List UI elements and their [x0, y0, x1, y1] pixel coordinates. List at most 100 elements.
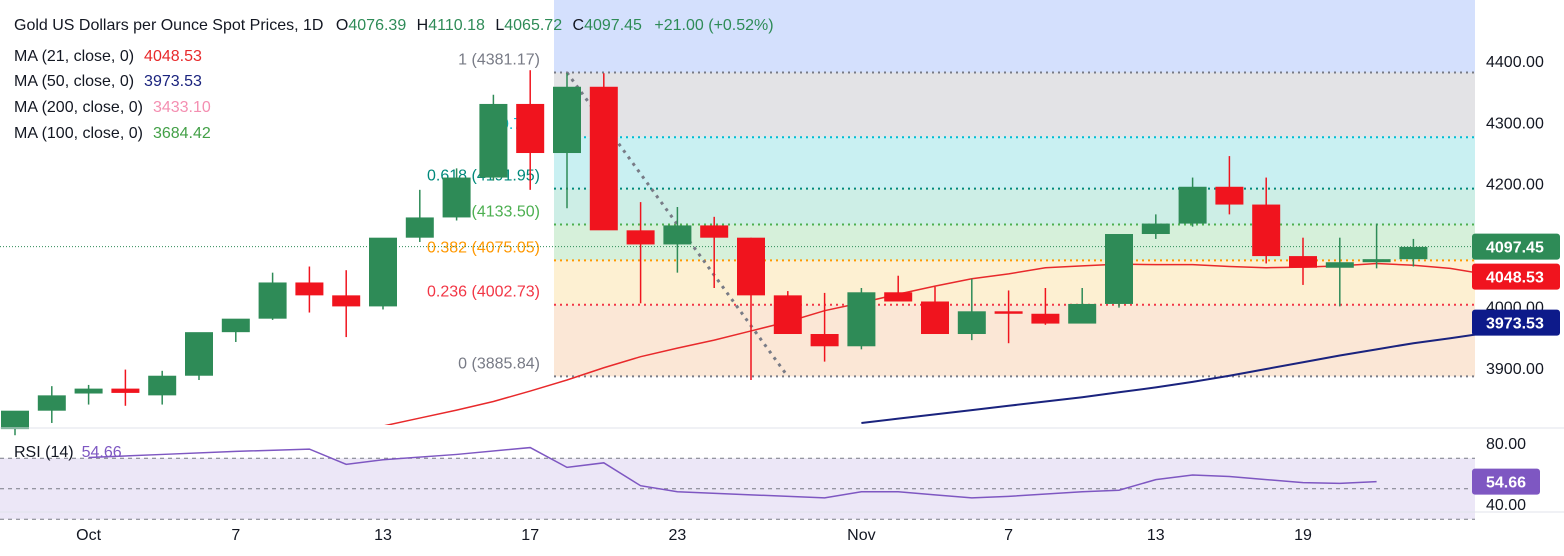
open-label: O [336, 17, 348, 34]
low-value: 4065.72 [504, 17, 562, 34]
price-axis[interactable]: 3900.004000.004100.004200.004300.004400.… [1472, 54, 1560, 378]
x-tick-label-0: Oct [76, 527, 101, 544]
ma200-value: 3433.10 [153, 99, 211, 116]
high-value: 4110.18 [428, 17, 485, 34]
candle-body-7 [258, 282, 287, 319]
fib-level-label-1: 1 (4381.17) [458, 52, 540, 69]
fib-zone-extension [554, 0, 1475, 73]
candle-body-4 [148, 375, 177, 396]
candle-body-26 [957, 311, 986, 335]
low-label: L [495, 17, 504, 34]
x-tick-label-7: 13 [1147, 527, 1165, 544]
candle-body-12 [442, 177, 471, 218]
candle-body-2 [74, 388, 103, 394]
rsi-tick-label-1: 80.00 [1486, 436, 1526, 453]
candle-body-18 [663, 225, 692, 245]
time-axis[interactable]: Oct 7 13 17 23 Nov 7 13 19 [0, 511, 1564, 544]
candle-body-9 [332, 295, 361, 307]
candle-body-19 [700, 225, 729, 238]
ma-line-50 [861, 333, 1475, 424]
candle-body-16 [589, 86, 618, 231]
fib-zone-0.236 [554, 304, 1475, 377]
y-tick-label-5: 4400.00 [1486, 54, 1544, 71]
price-tag-label-0: 4097.45 [1486, 240, 1544, 257]
ma50-value: 3973.53 [144, 73, 202, 90]
fib-zone-0.786 [554, 137, 1475, 189]
price-tag-label-1: 4048.53 [1486, 270, 1544, 287]
rsi-tag-label: 54.66 [1486, 475, 1526, 492]
close-value: 4097.45 [584, 17, 642, 34]
fibonacci-retracement[interactable]: 1 (4381.17)0.7860.618 (4191.95)(4133.50)… [0, 0, 1475, 378]
candle-body-15 [553, 86, 581, 154]
candle-body-14 [516, 103, 545, 154]
ma21-value: 4048.53 [144, 48, 202, 65]
candle-body-21 [773, 295, 802, 335]
rsi-tick-label-0: 40.00 [1486, 497, 1526, 514]
fib-zone-0.618 [554, 188, 1475, 225]
x-tick-label-1: 7 [231, 527, 240, 544]
candlesticks [1, 70, 1428, 436]
candle-body-27 [994, 311, 1023, 314]
candle-body-6 [221, 318, 250, 333]
x-tick-label-5: Nov [847, 527, 875, 544]
y-tick-label-3: 4200.00 [1486, 177, 1544, 194]
x-tick-label-4: 23 [669, 527, 687, 544]
candle-body-34 [1252, 204, 1281, 257]
fib-level-label-0.5: (4133.50) [472, 203, 541, 220]
change-value: +21.00 (+0.52%) [654, 17, 773, 34]
ma100-value: 3684.42 [153, 125, 211, 142]
candle-body-38 [1399, 246, 1428, 260]
ma200-label: MA (200, close, 0) [14, 99, 143, 116]
rsi-legend-value: 54.66 [82, 444, 122, 461]
candle-body-11 [405, 217, 434, 238]
ma100-label: MA (100, close, 0) [14, 125, 143, 142]
candle-body-20 [737, 237, 765, 296]
fib-level-label-0: 0 (3885.84) [458, 355, 540, 372]
candle-body-17 [626, 230, 655, 245]
rsi-label: RSI (14) [14, 444, 74, 461]
fib-level-label-0.236: 0.236 (4002.73) [427, 284, 540, 301]
y-tick-label-4: 4300.00 [1486, 115, 1544, 132]
x-tick-label-8: 19 [1294, 527, 1312, 544]
chart-header: Gold US Dollars per Ounce Spot Prices, 1… [14, 17, 774, 461]
candle-body-22 [810, 334, 839, 347]
candle-body-31 [1141, 223, 1170, 235]
candle-body-25 [921, 301, 949, 335]
y-tick-label-0: 3900.00 [1486, 361, 1544, 378]
candle-body-37 [1362, 259, 1391, 263]
price-tag-label-2: 3973.53 [1486, 316, 1544, 333]
ma50-label: MA (50, close, 0) [14, 73, 134, 90]
rsi-tag [1472, 468, 1540, 495]
x-tick-label-6: 7 [1004, 527, 1013, 544]
close-label: C [573, 17, 585, 34]
high-label: H [417, 17, 429, 34]
svg-text:RSI (14)54.66: RSI (14) 54.66 [14, 444, 122, 461]
candle-body-5 [185, 332, 213, 376]
x-tick-label-2: 13 [374, 527, 392, 544]
svg-text:MA (200, close, 0)3433.10: MA (200, close, 0) 3433.10 [14, 99, 211, 116]
candle-body-24 [884, 292, 913, 302]
candle-body-3 [111, 388, 140, 393]
candle-body-35 [1289, 256, 1317, 268]
candle-body-29 [1068, 303, 1097, 324]
candle-body-10 [369, 237, 397, 307]
fib-zone-1 [554, 72, 1475, 138]
price-tag-1 [1472, 263, 1560, 290]
candle-body-8 [295, 282, 324, 296]
candle-body-30 [1105, 234, 1133, 304]
svg-text:MA (50, close, 0)3973.53: MA (50, close, 0) 3973.53 [14, 73, 202, 90]
candle-body-33 [1215, 186, 1244, 205]
price-tag-2 [1472, 309, 1560, 336]
price-tag-0 [1472, 233, 1560, 260]
instrument-title: Gold US Dollars per Ounce Spot Prices, 1… [14, 17, 323, 34]
candle-body-32 [1178, 186, 1207, 224]
svg-text:MA (21, close, 0)4048.53: MA (21, close, 0) 4048.53 [14, 48, 202, 65]
fib-level-label-0.382: 0.382 (4075.05) [427, 239, 540, 256]
candle-body-23 [847, 292, 876, 347]
rsi-panel[interactable]: 40.00 80.00 54.66 [0, 427, 1564, 520]
candle-body-1 [37, 395, 66, 411]
candle-body-13 [479, 103, 508, 178]
svg-text:MA (100, close, 0)3684.42: MA (100, close, 0) 3684.42 [14, 125, 211, 142]
x-tick-label-3: 17 [521, 527, 539, 544]
